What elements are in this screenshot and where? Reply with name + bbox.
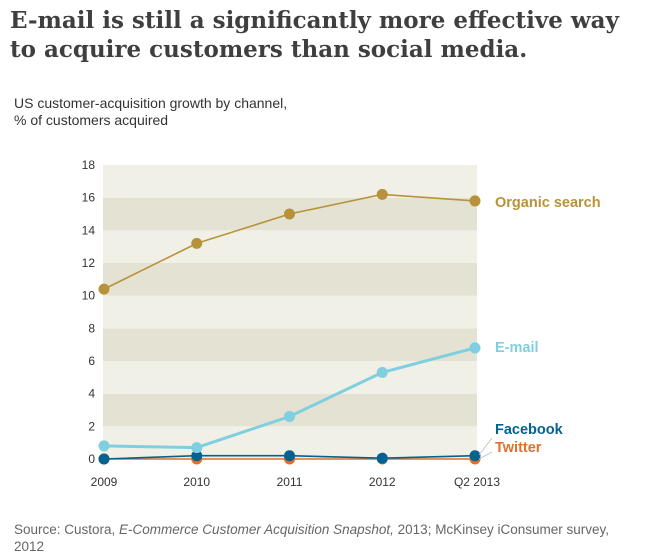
subtitle-line-1: US customer-acquisition growth by channe…	[14, 95, 288, 111]
source-italic: E-Commerce Customer Acquisition Snapshot…	[119, 522, 394, 537]
data-point-e-mail	[284, 411, 295, 423]
data-point-facebook	[191, 450, 203, 462]
x-tick-label: 2010	[183, 475, 210, 489]
data-point-organic-search	[284, 208, 295, 220]
data-point-e-mail	[376, 366, 388, 378]
data-point-organic-search	[469, 195, 481, 207]
legend-label-twitter: Twitter	[495, 440, 542, 456]
source-suffix: 2013; McKinsey iConsumer survey, 2012	[14, 522, 609, 554]
y-tick-label: 4	[88, 387, 95, 401]
y-tick-label: 6	[88, 354, 95, 368]
data-point-e-mail	[469, 342, 481, 354]
y-tick-label: 18	[82, 158, 96, 172]
grid-band	[103, 230, 477, 263]
data-point-organic-search	[376, 188, 388, 200]
grid-band	[103, 295, 477, 329]
x-tick-label: 2011	[277, 475, 303, 489]
y-tick-label: 16	[82, 191, 96, 205]
grid-band	[103, 328, 477, 361]
y-tick-label: 8	[88, 321, 95, 335]
legend-label-organic-search: Organic search	[495, 195, 601, 211]
x-tick-label: 2009	[91, 475, 118, 489]
source-prefix: Source: Custora,	[14, 522, 120, 537]
y-tick-label: 14	[82, 223, 96, 237]
y-tick-label: 0	[88, 452, 95, 466]
y-tick-label: 2	[88, 419, 95, 433]
grid-band	[103, 361, 477, 394]
source-note: Source: Custora, E-Commerce Customer Acq…	[14, 521, 634, 555]
y-tick-label: 12	[82, 256, 96, 270]
legend-label-e-mail: E-mail	[495, 340, 539, 356]
data-point-e-mail	[191, 442, 203, 454]
data-point-organic-search	[191, 237, 203, 249]
data-point-facebook	[469, 450, 481, 462]
x-tick-label: 2012	[369, 475, 396, 489]
chart-subtitle: US customer-acquisition growth by channe…	[14, 95, 287, 129]
data-point-e-mail	[98, 440, 110, 452]
subtitle-line-2: % of customers acquired	[14, 112, 169, 128]
grid-band	[103, 263, 477, 296]
grid-band	[103, 165, 477, 198]
leader-line	[478, 451, 493, 460]
leader-line	[478, 437, 493, 456]
legend-label-facebook: Facebook	[495, 422, 564, 438]
data-point-facebook	[376, 452, 388, 464]
data-point-organic-search	[98, 283, 110, 295]
x-tick-label: Q2 2013	[454, 475, 500, 489]
chart-title: E-mail is still a significantly more eff…	[10, 7, 619, 63]
data-point-facebook	[284, 450, 295, 462]
data-point-facebook	[98, 453, 110, 465]
y-tick-label: 10	[82, 289, 96, 303]
